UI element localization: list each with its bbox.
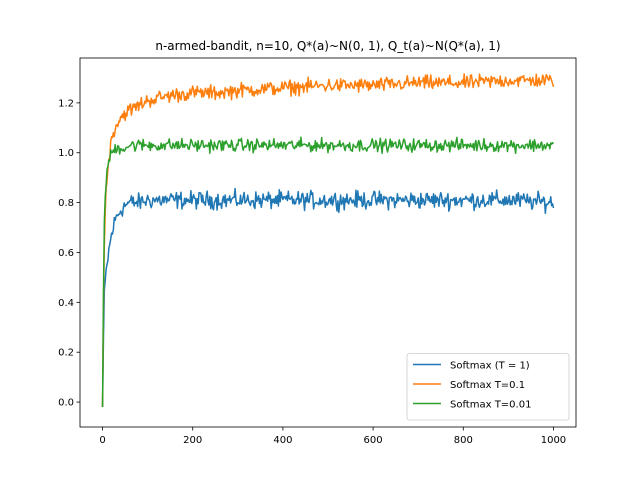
- legend-label: Softmax T=0.01: [450, 400, 531, 411]
- chart-title: n-armed-bandit, n=10, Q*(a)~N(0, 1), Q_t…: [155, 39, 500, 53]
- series-line-1: [101, 187, 555, 408]
- y-tick-label: 1.2: [58, 98, 74, 109]
- y-tick-label: 0.8: [58, 198, 74, 209]
- x-tick-label: 400: [273, 435, 292, 446]
- legend-label: Softmax T=0.1: [450, 380, 525, 391]
- y-tick-label: 0.4: [58, 298, 74, 309]
- y-tick-label: 0.6: [58, 248, 74, 259]
- series-line-2: [101, 73, 555, 408]
- axes-layer: 0 200 400 600 800 1000 0.0 0.2 0.4 0.6 0.8 1.0 1.2: [58, 57, 577, 446]
- x-tick-label: 600: [364, 435, 383, 446]
- legend-label: Softmax (T = 1): [450, 361, 530, 372]
- y-tick-label: 1.0: [58, 148, 74, 159]
- x-tick-label: 800: [454, 435, 473, 446]
- legend-box: [406, 353, 570, 421]
- legend: Softmax (T = 1) Softmax T=0.1 Softmax T=0.…: [406, 353, 570, 421]
- x-tick-label: 200: [183, 435, 202, 446]
- series-line-3: [101, 136, 555, 408]
- series-layer: [101, 73, 555, 408]
- x-tick-label: 0: [99, 435, 105, 446]
- x-tick-label: 1000: [541, 435, 566, 446]
- y-tick-label: 0.2: [58, 348, 74, 359]
- plot-frame: [79, 57, 577, 428]
- y-tick-label: 0.0: [58, 398, 74, 409]
